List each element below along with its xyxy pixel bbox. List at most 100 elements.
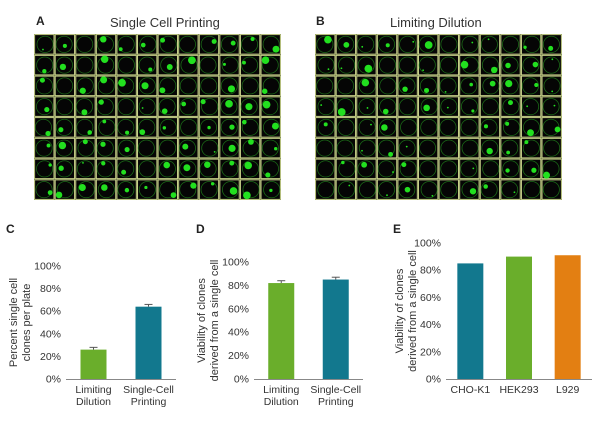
well	[500, 117, 521, 138]
well	[438, 158, 459, 180]
well	[34, 137, 55, 159]
well	[376, 75, 398, 97]
well	[157, 158, 178, 180]
well	[198, 75, 220, 97]
panel-title-b: Limiting Dilution	[390, 15, 482, 30]
well	[239, 137, 261, 159]
well	[418, 137, 439, 159]
error-bar	[277, 280, 286, 284]
x-tick-label: Limiting Dilution	[75, 384, 111, 408]
well	[219, 137, 240, 159]
well	[315, 117, 336, 138]
well	[239, 96, 261, 117]
well	[397, 179, 418, 200]
well	[438, 137, 459, 159]
well	[54, 117, 76, 138]
well	[479, 117, 501, 138]
x-tick-label: Single-Cell Printing	[123, 384, 174, 408]
well	[75, 137, 96, 159]
well	[178, 137, 199, 159]
well	[335, 117, 357, 138]
well	[54, 96, 76, 117]
well	[500, 54, 521, 76]
well	[479, 54, 501, 76]
well	[459, 75, 480, 97]
well	[54, 137, 76, 159]
well	[178, 54, 199, 76]
well	[541, 179, 562, 200]
error-bar	[144, 303, 153, 307]
well	[335, 75, 357, 97]
well	[260, 75, 281, 97]
well	[95, 179, 117, 200]
error-bar	[89, 346, 98, 350]
well	[137, 137, 158, 159]
well	[459, 34, 480, 55]
well	[219, 158, 240, 180]
y-tick-label: 60%	[228, 303, 249, 315]
well-plate-image-single-cell-printing	[34, 34, 281, 200]
well	[157, 34, 178, 55]
y-tick-label: 0%	[46, 374, 61, 386]
well	[260, 96, 281, 117]
well	[116, 75, 137, 97]
well	[541, 34, 562, 55]
well	[356, 117, 377, 138]
well	[397, 75, 418, 97]
well	[34, 179, 55, 200]
well	[376, 137, 398, 159]
well	[376, 54, 398, 76]
y-axis-label: Viability of clonesderived from a single…	[394, 250, 419, 372]
well	[520, 117, 542, 138]
y-tick-label: 100%	[414, 238, 441, 250]
well	[178, 34, 199, 55]
y-tick-label: 40%	[228, 327, 249, 339]
well	[500, 96, 521, 117]
well	[438, 54, 459, 76]
well	[239, 179, 261, 200]
well	[137, 158, 158, 180]
well	[75, 96, 96, 117]
well	[520, 179, 542, 200]
bar	[506, 256, 532, 379]
panel-label-d: D	[196, 222, 205, 236]
x-tick-label: L929	[556, 384, 580, 396]
well	[116, 34, 137, 55]
well	[335, 96, 357, 117]
well	[54, 158, 76, 180]
well	[520, 54, 542, 76]
y-tick-label: 80%	[228, 280, 249, 292]
well	[356, 34, 377, 55]
well	[116, 54, 137, 76]
well	[219, 54, 240, 76]
well	[198, 137, 220, 159]
well	[157, 137, 178, 159]
well	[500, 158, 521, 180]
well	[198, 96, 220, 117]
y-axis-label: Percent single cellclones per plate	[8, 278, 33, 367]
well	[116, 117, 137, 138]
panel-label-c: C	[6, 222, 15, 236]
well	[418, 179, 439, 200]
well	[54, 75, 76, 97]
well	[75, 158, 96, 180]
well	[356, 137, 377, 159]
well	[137, 54, 158, 76]
well	[479, 75, 501, 97]
well	[75, 179, 96, 200]
well-plate-image-limiting-dilution	[315, 34, 562, 200]
well	[54, 34, 76, 55]
well	[438, 96, 459, 117]
well	[315, 137, 336, 159]
well	[75, 34, 96, 55]
well	[34, 75, 55, 97]
well	[315, 54, 336, 76]
well	[260, 137, 281, 159]
well	[178, 117, 199, 138]
well	[239, 158, 261, 180]
y-tick-label: 20%	[420, 346, 441, 358]
well	[479, 179, 501, 200]
well	[75, 117, 96, 138]
well	[479, 96, 501, 117]
